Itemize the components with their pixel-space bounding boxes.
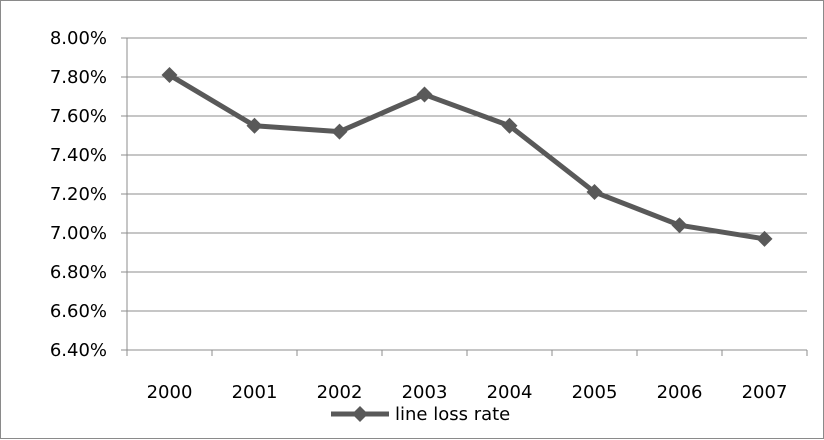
data-point-marker [246, 117, 263, 134]
y-tick-label: 7.60% [50, 106, 107, 127]
series-line [167, 72, 767, 242]
legend-label: line loss rate [395, 404, 510, 425]
x-tick-label: 2000 [147, 382, 193, 403]
x-tick-label: 2005 [572, 382, 618, 403]
data-point-marker [331, 123, 348, 140]
axes [121, 37, 808, 356]
data-point-marker [671, 217, 688, 234]
x-tick-label: 2007 [742, 382, 788, 403]
x-tick-label: 2003 [402, 382, 448, 403]
y-tick-label: 7.40% [50, 145, 107, 166]
series [161, 67, 773, 247]
data-point-marker [756, 230, 773, 247]
y-tick-label: 7.20% [50, 184, 107, 205]
data-point-marker [161, 67, 178, 84]
y-tick-labels: 6.40% 6.60% 6.80% 7.00% 7.20% 7.40% 7.60% 7.80%… [50, 28, 107, 361]
x-tick-label: 2004 [487, 382, 533, 403]
data-point-marker [501, 117, 518, 134]
legend-marker [352, 406, 368, 422]
y-tick-label: 7.80% [50, 67, 107, 88]
data-point-marker [416, 86, 433, 103]
legend: line loss rate [331, 404, 510, 425]
gridlines [127, 37, 807, 351]
y-tick-label: 6.60% [50, 301, 107, 322]
x-tick-label: 2001 [232, 382, 278, 403]
data-point-marker [586, 184, 603, 201]
x-tick-labels: 2000 2001 2002 2003 2004 2005 2006 2007 [147, 382, 788, 403]
y-tick-label: 8.00% [50, 28, 107, 49]
y-tick-label: 6.40% [50, 340, 107, 361]
x-tick-label: 2006 [657, 382, 703, 403]
y-tick-label: 6.80% [50, 262, 107, 283]
y-tick-label: 7.00% [50, 223, 107, 244]
x-tick-label: 2002 [317, 382, 363, 403]
